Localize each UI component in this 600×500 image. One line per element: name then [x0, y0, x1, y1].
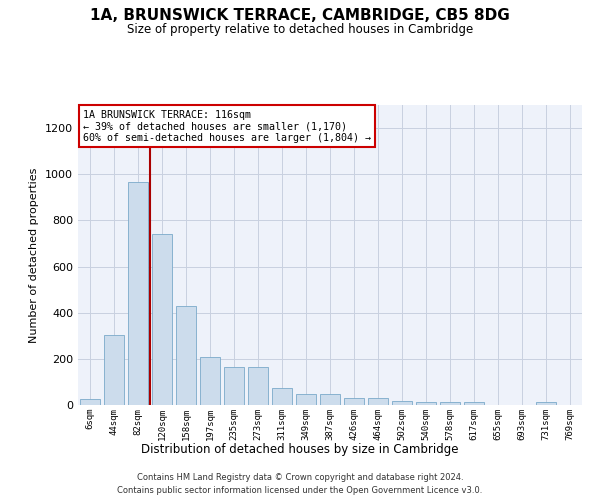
Bar	[176, 306, 196, 405]
Bar	[536, 402, 556, 405]
Text: Size of property relative to detached houses in Cambridge: Size of property relative to detached ho…	[127, 22, 473, 36]
Bar	[128, 182, 148, 405]
Bar	[416, 402, 436, 405]
Bar	[80, 399, 100, 405]
Bar	[392, 401, 412, 405]
Bar	[248, 367, 268, 405]
Text: Distribution of detached houses by size in Cambridge: Distribution of detached houses by size …	[141, 442, 459, 456]
Bar	[368, 398, 388, 405]
Text: 1A, BRUNSWICK TERRACE, CAMBRIDGE, CB5 8DG: 1A, BRUNSWICK TERRACE, CAMBRIDGE, CB5 8D…	[90, 8, 510, 22]
Bar	[200, 356, 220, 405]
Bar	[464, 402, 484, 405]
Text: 1A BRUNSWICK TERRACE: 116sqm
← 39% of detached houses are smaller (1,170)
60% of: 1A BRUNSWICK TERRACE: 116sqm ← 39% of de…	[83, 110, 371, 142]
Bar	[272, 388, 292, 405]
Text: Contains HM Land Registry data © Crown copyright and database right 2024.
Contai: Contains HM Land Registry data © Crown c…	[118, 474, 482, 495]
Bar	[296, 394, 316, 405]
Bar	[344, 398, 364, 405]
Bar	[224, 367, 244, 405]
Bar	[104, 334, 124, 405]
Bar	[440, 402, 460, 405]
Bar	[152, 234, 172, 405]
Bar	[320, 394, 340, 405]
Y-axis label: Number of detached properties: Number of detached properties	[29, 168, 40, 342]
